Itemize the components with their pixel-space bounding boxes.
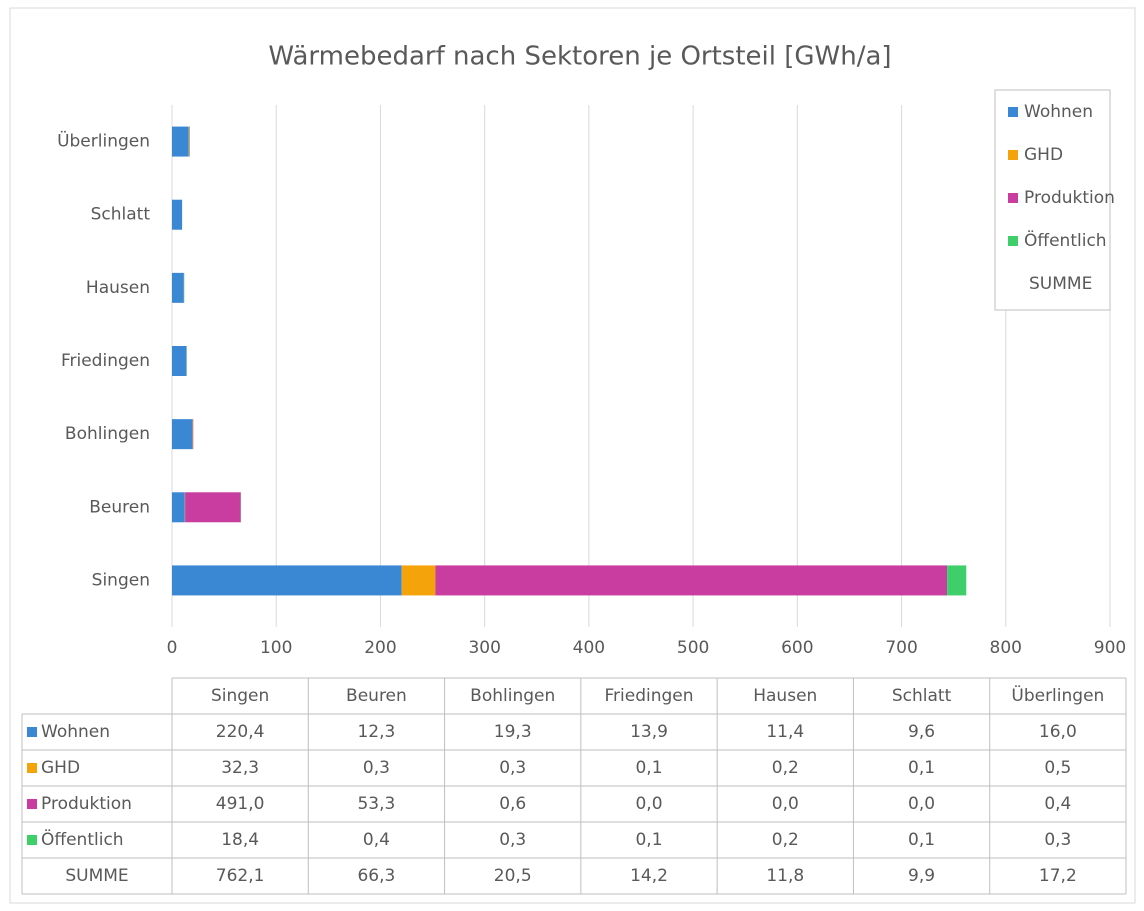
legend-marker bbox=[1008, 236, 1018, 246]
y-tick-label: Bohlingen bbox=[65, 424, 150, 444]
bar bbox=[172, 346, 187, 376]
table-cell: 9,6 bbox=[908, 722, 935, 742]
table-cell: 762,1 bbox=[216, 866, 265, 886]
table-cell: 19,3 bbox=[494, 722, 532, 742]
table-row-label: SUMME bbox=[65, 866, 128, 886]
x-tick-label: 700 bbox=[885, 638, 917, 658]
legend-marker bbox=[1008, 193, 1018, 203]
table-cell: 0,4 bbox=[363, 830, 390, 850]
table-cell: 0,3 bbox=[499, 758, 526, 778]
x-tick-label: 300 bbox=[468, 638, 500, 658]
table-cell: 0,6 bbox=[499, 794, 526, 814]
table-cell: 0,2 bbox=[772, 830, 799, 850]
table-header: Schlatt bbox=[892, 686, 952, 706]
x-tick-label: 900 bbox=[1094, 638, 1126, 658]
x-tick-label: 200 bbox=[364, 638, 396, 658]
legend-label: SUMME bbox=[1029, 274, 1092, 294]
table-row-label: Produktion bbox=[41, 794, 132, 814]
table-cell: 0,1 bbox=[635, 830, 662, 850]
legend-marker bbox=[27, 763, 37, 773]
table-cell: 17,2 bbox=[1039, 866, 1077, 886]
legend-marker bbox=[27, 835, 37, 845]
bar bbox=[172, 565, 402, 596]
x-tick-label: 400 bbox=[573, 638, 605, 658]
x-tick-label: 800 bbox=[990, 638, 1022, 658]
bar bbox=[172, 272, 184, 303]
bar bbox=[188, 126, 190, 157]
legend-marker bbox=[27, 799, 37, 809]
table-row-label: GHD bbox=[41, 758, 80, 778]
bar bbox=[401, 565, 436, 596]
x-tick-label: 500 bbox=[677, 638, 709, 658]
table-cell: 220,4 bbox=[216, 722, 265, 742]
table-cell: 12,3 bbox=[357, 722, 395, 742]
legend-label: GHD bbox=[1024, 145, 1063, 165]
table-cell: 20,5 bbox=[494, 866, 532, 886]
table-header: Friedingen bbox=[604, 686, 693, 706]
y-tick-label: Überlingen bbox=[57, 130, 150, 152]
table-cell: 0,1 bbox=[635, 758, 662, 778]
legend-label: Wohnen bbox=[1024, 102, 1093, 122]
table-cell: 0,2 bbox=[772, 758, 799, 778]
x-tick-label: 0 bbox=[167, 638, 178, 658]
y-tick-label: Schlatt bbox=[91, 205, 151, 225]
bar bbox=[947, 565, 967, 596]
table-cell: 0,1 bbox=[908, 830, 935, 850]
bar bbox=[172, 126, 189, 157]
bar bbox=[172, 199, 183, 230]
table-cell: 18,4 bbox=[221, 830, 259, 850]
table-header: Singen bbox=[211, 686, 269, 706]
table-cell: 66,3 bbox=[357, 866, 395, 886]
legend-marker bbox=[27, 727, 37, 737]
legend-label: Öffentlich bbox=[1024, 229, 1107, 251]
chart-frame bbox=[9, 7, 1136, 904]
table-cell: 0,5 bbox=[1044, 758, 1071, 778]
bar bbox=[185, 492, 241, 523]
legend-marker bbox=[1008, 107, 1018, 117]
table-cell: 0,4 bbox=[1044, 794, 1071, 814]
y-tick-label: Beuren bbox=[89, 497, 150, 517]
table-cell: 53,3 bbox=[357, 794, 395, 814]
bar bbox=[172, 419, 193, 450]
table-row-label: Öffentlich bbox=[41, 828, 124, 850]
table-cell: 0,0 bbox=[635, 794, 662, 814]
y-tick-label: Hausen bbox=[86, 278, 150, 298]
table-cell: 13,9 bbox=[630, 722, 668, 742]
table-cell: 0,3 bbox=[1044, 830, 1071, 850]
table-cell: 32,3 bbox=[221, 758, 259, 778]
table-cell: 491,0 bbox=[216, 794, 265, 814]
table-header: Bohlingen bbox=[470, 686, 555, 706]
x-tick-label: 100 bbox=[260, 638, 292, 658]
table-cell: 14,2 bbox=[630, 866, 668, 886]
table-cell: 0,1 bbox=[908, 758, 935, 778]
table-cell: 11,4 bbox=[766, 722, 804, 742]
table-cell: 11,8 bbox=[766, 866, 804, 886]
table-cell: 16,0 bbox=[1039, 722, 1077, 742]
legend-label: Produktion bbox=[1024, 188, 1115, 208]
y-tick-label: Friedingen bbox=[61, 351, 150, 371]
bar bbox=[435, 565, 948, 596]
table-header: Beuren bbox=[346, 686, 407, 706]
table-cell: 0,3 bbox=[499, 830, 526, 850]
bar bbox=[172, 492, 185, 523]
y-tick-label: Singen bbox=[92, 570, 150, 590]
table-header: Überlingen bbox=[1011, 684, 1104, 706]
table-cell: 0,0 bbox=[772, 794, 799, 814]
table-header: Hausen bbox=[753, 686, 817, 706]
table-cell: 9,9 bbox=[908, 866, 935, 886]
chart-title: Wärmebedarf nach Sektoren je Ortsteil [G… bbox=[268, 42, 891, 72]
bar bbox=[192, 419, 194, 450]
table-cell: 0,0 bbox=[908, 794, 935, 814]
legend-marker bbox=[1008, 150, 1018, 160]
table-row-label: Wohnen bbox=[41, 722, 110, 742]
x-tick-label: 600 bbox=[781, 638, 813, 658]
table-cell: 0,3 bbox=[363, 758, 390, 778]
